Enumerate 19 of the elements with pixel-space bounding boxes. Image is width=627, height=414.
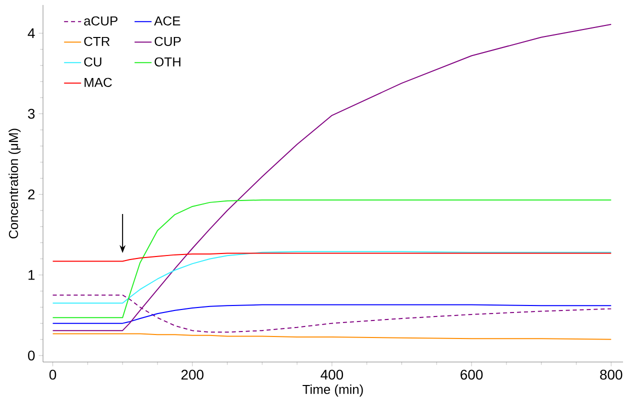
- y-tick-label: 2: [28, 189, 35, 200]
- y-tick-label: 0: [28, 350, 35, 360]
- legend-label: aCUP: [84, 16, 118, 26]
- y-tick-label: 4: [28, 28, 35, 38]
- legend-label: MAC: [84, 78, 112, 87]
- legend-label: ACE: [154, 16, 180, 26]
- legend-label: OTH: [154, 57, 180, 66]
- x-tick-label: 400: [320, 370, 344, 380]
- x-axis-title: Time (min): [302, 384, 363, 397]
- x-tick-label: 600: [460, 370, 483, 380]
- legend-label: CU: [84, 57, 102, 66]
- x-tick-label: 0: [49, 370, 56, 380]
- y-axis-title: Concentration (μM): [8, 128, 21, 238]
- legend-label: CUP: [154, 36, 181, 46]
- y-tick-label: 3: [28, 108, 35, 119]
- x-tick-label: 200: [181, 370, 204, 380]
- y-tick-label: 1: [28, 270, 35, 280]
- x-tick-label: 800: [600, 370, 622, 380]
- legend-label: CTR: [84, 36, 110, 46]
